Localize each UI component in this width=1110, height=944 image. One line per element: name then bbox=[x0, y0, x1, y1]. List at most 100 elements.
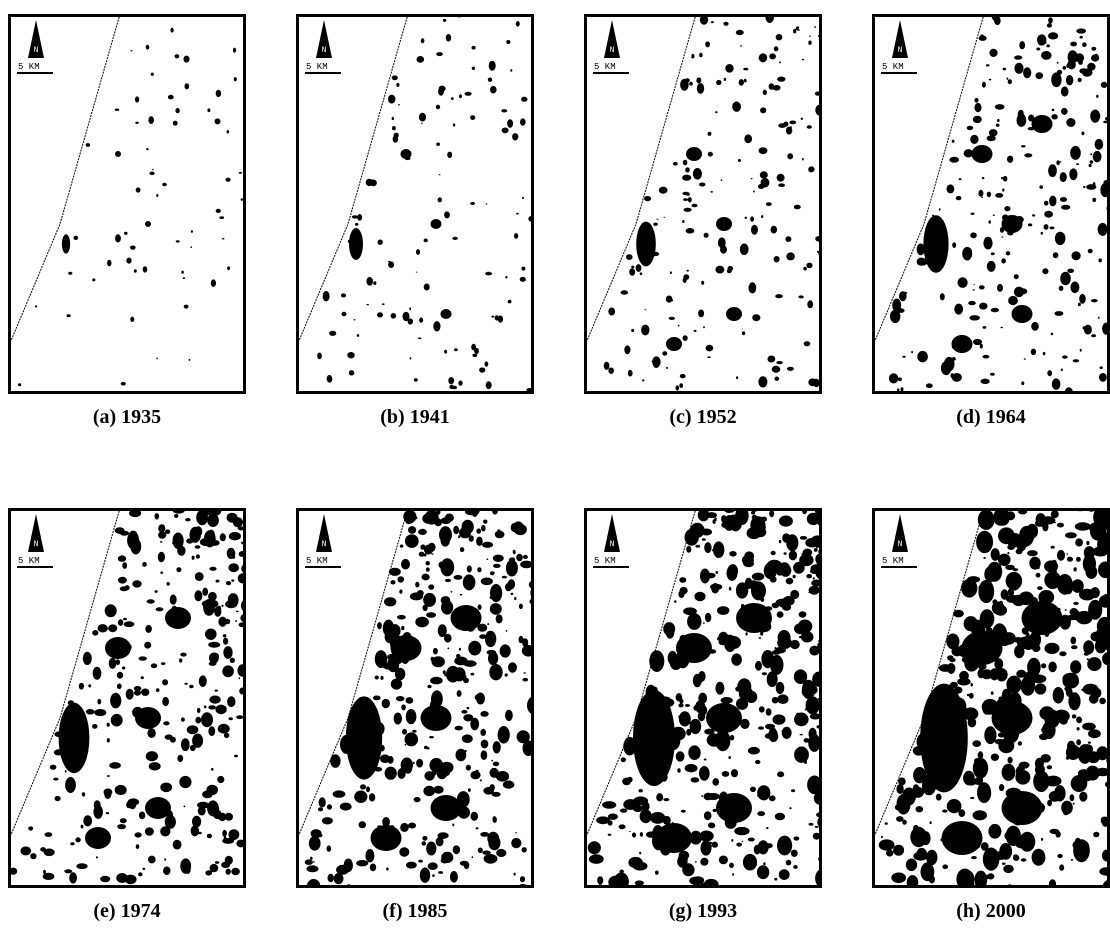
urban-patch bbox=[906, 859, 917, 872]
urban-patch bbox=[483, 520, 487, 524]
urban-patch bbox=[201, 712, 213, 727]
urban-patch bbox=[742, 331, 745, 335]
urban-patch bbox=[717, 637, 721, 640]
urban-patch bbox=[453, 123, 455, 126]
urban-patch bbox=[794, 836, 800, 840]
urban-patch bbox=[480, 711, 488, 717]
urban-patch bbox=[986, 64, 990, 66]
urban-patch bbox=[204, 530, 216, 547]
urban-patch bbox=[774, 647, 776, 650]
urban-patch bbox=[369, 793, 375, 801]
urban-patch bbox=[929, 875, 935, 883]
urban-patch bbox=[421, 123, 423, 124]
urban-patch bbox=[489, 61, 496, 71]
urban-patch bbox=[471, 344, 476, 351]
urban-patch bbox=[1014, 63, 1023, 74]
urban-patch bbox=[704, 542, 711, 553]
urban-patch bbox=[1061, 369, 1063, 372]
urban-patch bbox=[1007, 78, 1009, 80]
urban-patch bbox=[491, 760, 493, 762]
urban-patch bbox=[1061, 86, 1069, 96]
urban-patch bbox=[1055, 232, 1066, 245]
urban-patch bbox=[183, 277, 186, 279]
urban-patch bbox=[359, 821, 367, 828]
urban-patch bbox=[1019, 288, 1027, 294]
urban-patch bbox=[1008, 296, 1018, 305]
urban-patch bbox=[398, 768, 406, 779]
urban-patch bbox=[115, 109, 120, 111]
urban-patch bbox=[1014, 274, 1019, 279]
urban-patch bbox=[901, 387, 904, 391]
urban-patch bbox=[722, 744, 728, 751]
urban-patch bbox=[677, 741, 679, 743]
urban-patch bbox=[208, 592, 217, 601]
urban-patch bbox=[1067, 557, 1073, 562]
urban-patch bbox=[1036, 72, 1044, 79]
urban-patch bbox=[683, 335, 688, 341]
urban-cluster bbox=[1022, 601, 1063, 635]
urban-patch bbox=[1082, 69, 1093, 77]
urban-patch bbox=[1048, 662, 1056, 673]
urban-patch bbox=[976, 780, 978, 781]
urban-patch bbox=[173, 840, 182, 850]
urban-patch bbox=[426, 567, 430, 571]
urban-patch bbox=[228, 593, 239, 607]
urban-patch bbox=[789, 807, 791, 809]
urban-patch bbox=[218, 813, 227, 821]
urban-patch bbox=[789, 550, 797, 560]
urban-patch bbox=[1059, 651, 1066, 656]
urban-patch bbox=[695, 861, 697, 863]
urban-patch bbox=[683, 198, 688, 201]
urban-patch bbox=[444, 674, 447, 677]
urban-patch bbox=[794, 747, 809, 763]
urban-patch bbox=[143, 266, 148, 272]
urban-patch bbox=[743, 854, 757, 871]
urban-patch bbox=[506, 40, 510, 44]
urban-patch bbox=[145, 827, 154, 836]
urban-patch bbox=[1076, 28, 1086, 33]
urban-patch bbox=[429, 736, 434, 738]
urban-patch bbox=[782, 533, 790, 542]
urban-patch bbox=[476, 693, 485, 705]
urban-patch bbox=[437, 786, 441, 788]
urban-patch bbox=[776, 599, 790, 607]
urban-patch bbox=[1048, 164, 1057, 177]
urban-patch bbox=[1070, 146, 1081, 160]
urban-patch bbox=[757, 785, 770, 800]
urban-patch bbox=[1072, 714, 1077, 718]
urban-patch bbox=[949, 157, 959, 163]
urban-patch bbox=[79, 683, 84, 690]
urban-patch bbox=[921, 831, 930, 845]
urban-patch bbox=[970, 797, 974, 799]
urban-patch bbox=[967, 126, 974, 130]
urban-patch bbox=[190, 745, 196, 751]
urban-patch bbox=[991, 252, 995, 255]
urban-patch bbox=[160, 541, 163, 543]
urban-patch bbox=[767, 560, 782, 570]
map-panel: N5 KM bbox=[8, 503, 253, 888]
urban-patch bbox=[685, 704, 690, 707]
urban-cluster bbox=[105, 637, 131, 659]
urban-patch bbox=[204, 705, 207, 708]
urban-patch bbox=[1059, 286, 1064, 291]
urban-patch bbox=[761, 178, 770, 188]
urban-patch bbox=[163, 721, 169, 725]
urban-patch bbox=[1028, 223, 1032, 226]
urban-patch bbox=[987, 261, 996, 272]
urban-patch bbox=[520, 561, 533, 569]
urban-patch bbox=[727, 269, 732, 273]
urban-patch bbox=[232, 555, 236, 559]
urban-patch bbox=[1004, 749, 1007, 751]
urban-patch bbox=[508, 579, 515, 589]
urban-patch bbox=[683, 274, 689, 280]
urban-patch bbox=[992, 599, 997, 604]
urban-patch bbox=[472, 46, 476, 50]
urban-patch bbox=[782, 727, 792, 739]
urban-patch bbox=[439, 526, 452, 543]
urban-patch bbox=[678, 325, 680, 327]
urban-patch bbox=[1088, 741, 1091, 743]
urban-patch bbox=[821, 656, 831, 663]
north-label: N bbox=[322, 46, 327, 55]
urban-patch bbox=[151, 663, 157, 668]
urban-cluster bbox=[85, 827, 111, 849]
